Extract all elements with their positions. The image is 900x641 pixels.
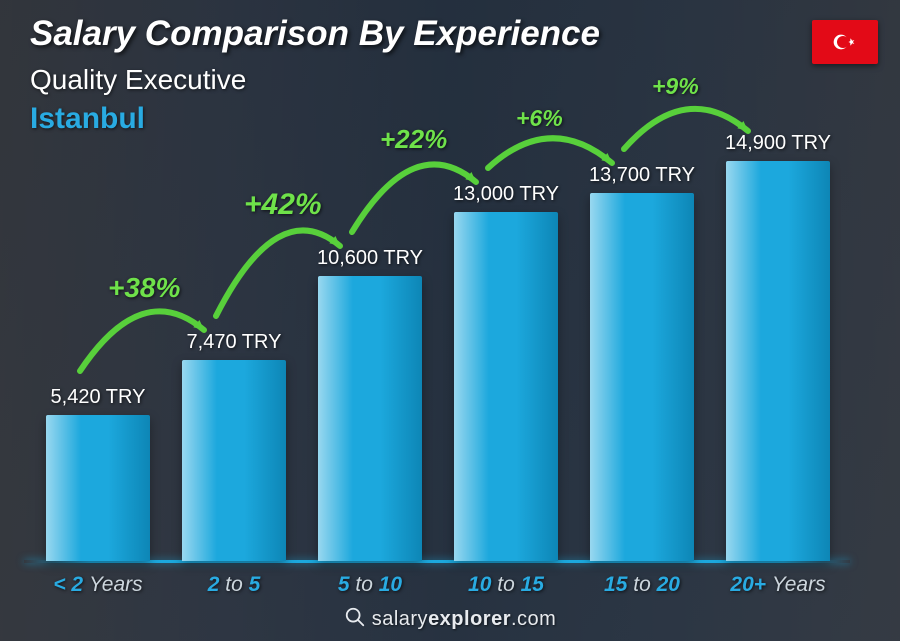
bar-slot: 13,000 TRY10 to 15 — [438, 212, 574, 563]
bar-slot: 5,420 TRY< 2 Years — [30, 415, 166, 563]
bar — [590, 193, 694, 561]
bar-slot: 10,600 TRY5 to 10 — [302, 276, 438, 563]
bar-chart: 5,420 TRY< 2 Years7,470 TRY2 to 510,600 … — [30, 93, 844, 563]
turkey-flag-icon — [812, 20, 878, 64]
footer-brand-prefix: salary — [372, 608, 428, 630]
bar-value-label: 13,000 TRY — [453, 183, 559, 206]
increase-label: +38% — [108, 272, 180, 304]
bar — [454, 212, 558, 561]
bar-category-label: 10 to 15 — [468, 573, 544, 597]
increase-label: +9% — [652, 73, 699, 100]
bar-value-label: 13,700 TRY — [589, 164, 695, 187]
chart-title: Salary Comparison By Experience — [30, 14, 600, 54]
bar-value-label: 7,470 TRY — [187, 331, 282, 354]
bar-category-label: 20+ Years — [730, 573, 825, 597]
search-icon — [344, 606, 366, 628]
bar — [46, 415, 150, 561]
increase-label: +6% — [516, 105, 563, 132]
infographic-canvas: { "header": { "title": "Salary Compariso… — [0, 0, 900, 641]
bar-category-label: 15 to 20 — [604, 573, 680, 597]
bar-slot: 13,700 TRY15 to 20 — [574, 193, 710, 563]
increase-label: +22% — [380, 124, 447, 155]
bar-slot: 14,900 TRY20+ Years — [710, 161, 846, 563]
bar-value-label: 14,900 TRY — [725, 132, 831, 155]
increase-label: +42% — [244, 188, 322, 222]
bar-category-label: < 2 Years — [53, 573, 142, 597]
bar-category-label: 2 to 5 — [208, 573, 261, 597]
bar-value-label: 10,600 TRY — [317, 247, 423, 270]
bar — [182, 360, 286, 561]
footer-brand-suffix: explorer — [428, 608, 511, 630]
bar-value-label: 5,420 TRY — [51, 386, 146, 409]
bar-slot: 7,470 TRY2 to 5 — [166, 360, 302, 563]
chart-subtitle: Quality Executive — [30, 64, 246, 96]
bar — [318, 276, 422, 561]
footer-watermark: salaryexplorer.com — [0, 606, 900, 631]
bar-category-label: 5 to 10 — [338, 573, 402, 597]
footer-tld: .com — [511, 608, 556, 630]
bar — [726, 161, 830, 561]
